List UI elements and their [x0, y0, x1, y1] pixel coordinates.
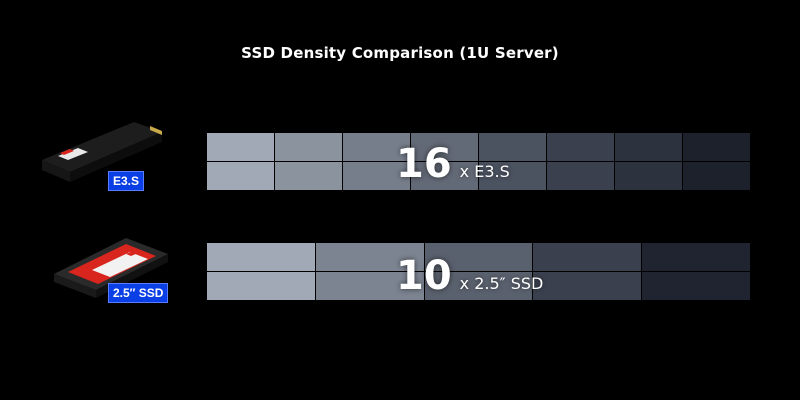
e3s-slot — [615, 162, 682, 190]
e3s-slot — [683, 162, 750, 190]
e3s-slot — [547, 133, 614, 161]
e3s-drive-icon — [42, 122, 162, 182]
ssd25-slot — [424, 272, 533, 300]
e3s-slot — [207, 162, 274, 190]
e3s-slot — [615, 133, 682, 161]
ssd25-slot-grid — [207, 243, 750, 300]
e3s-slot — [547, 162, 614, 190]
e3s-slot — [343, 162, 410, 190]
ssd25-slot — [642, 243, 750, 271]
ssd25-slot — [533, 272, 642, 300]
ssd25-slot — [207, 272, 315, 300]
ssd25-slot — [533, 243, 642, 271]
e3s-slot — [275, 133, 342, 161]
e3s-drive-badge: E3.S — [108, 171, 145, 191]
e3s-slot — [411, 133, 478, 161]
ssd25-slot — [207, 243, 315, 271]
e3s-slot — [275, 162, 342, 190]
e3s-slot — [683, 133, 750, 161]
ssd25-slot — [642, 272, 750, 300]
e3s-slot — [411, 162, 478, 190]
ssd25-slot — [424, 243, 533, 271]
ssd25-slot — [315, 272, 424, 300]
e3s-slot — [207, 133, 274, 161]
e3s-slot — [343, 133, 410, 161]
e3s-slot-grid — [207, 133, 750, 190]
e3s-slot — [479, 162, 546, 190]
ssd25-slot — [315, 243, 424, 271]
diagram-title: SSD Density Comparison (1U Server) — [241, 44, 559, 62]
ssd25-drive-badge: 2.5″ SSD — [108, 283, 169, 303]
e3s-slot — [479, 133, 546, 161]
